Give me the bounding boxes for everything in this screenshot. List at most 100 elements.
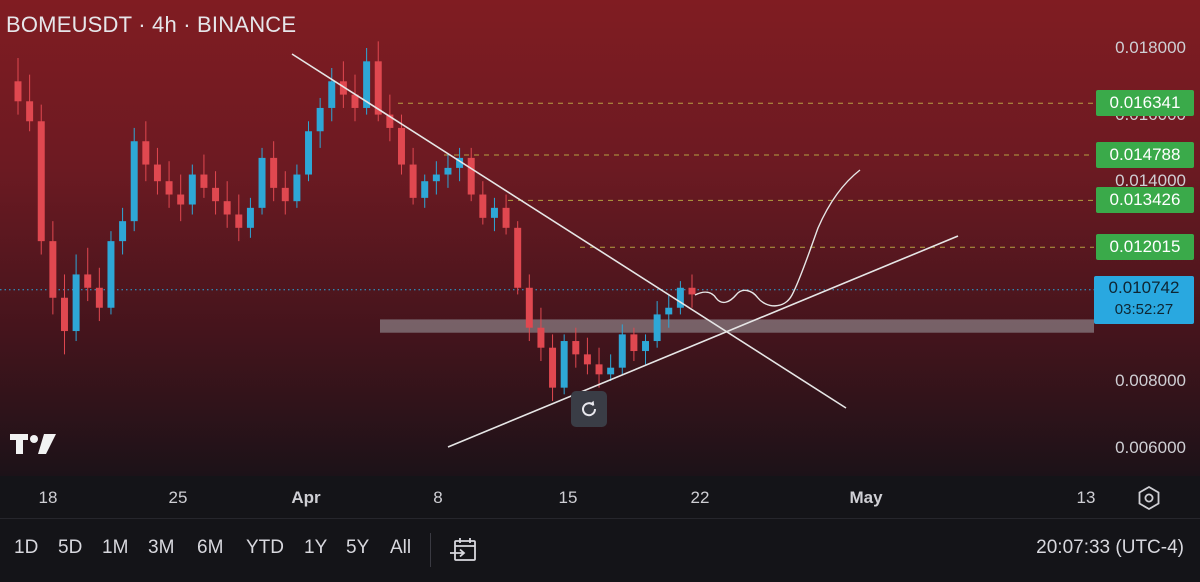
settings-hexagon-icon[interactable] [1136, 485, 1162, 511]
candle[interactable] [281, 171, 289, 215]
candle[interactable] [595, 347, 603, 388]
candle[interactable] [432, 161, 440, 195]
candle[interactable] [37, 104, 45, 255]
candle-body [130, 141, 138, 222]
candle[interactable] [363, 48, 371, 115]
candle[interactable] [630, 327, 638, 362]
candle[interactable] [339, 61, 347, 108]
clock-readout[interactable]: 20:07:33 (UTC-4) [1036, 537, 1184, 558]
candle[interactable] [258, 147, 266, 215]
range-button-3m[interactable]: 3M [148, 537, 175, 558]
candle[interactable] [223, 181, 231, 228]
candle[interactable] [467, 147, 475, 202]
candle[interactable] [351, 74, 359, 122]
candle-body [386, 114, 394, 128]
candle[interactable] [153, 147, 161, 195]
range-button-1d[interactable]: 1D [14, 537, 39, 558]
candle-body [467, 157, 475, 195]
candle[interactable] [665, 294, 673, 328]
candle[interactable] [490, 197, 498, 232]
candle[interactable] [26, 74, 34, 132]
time-axis[interactable]: 18 25 Apr 8 15 22 May 13 [0, 476, 1200, 518]
candle[interactable] [676, 281, 684, 315]
range-button-1m[interactable]: 1M [102, 537, 129, 558]
candle[interactable] [316, 97, 324, 148]
candle[interactable] [456, 147, 464, 182]
range-button-1y[interactable]: 1Y [304, 537, 328, 558]
candle[interactable] [525, 274, 533, 342]
current-price-tag: 0.010742 03:52:27 [1094, 276, 1194, 324]
candle[interactable] [514, 221, 522, 295]
chart-area[interactable]: BOMEUSDT · 4h · BINANCE 0.0180000.016000… [0, 0, 1200, 476]
candle[interactable] [14, 57, 22, 115]
candle[interactable] [328, 67, 336, 122]
candle[interactable] [607, 354, 615, 381]
candle[interactable] [130, 127, 138, 232]
x-tick-label: 25 [168, 488, 188, 507]
candle[interactable] [444, 154, 452, 188]
candle[interactable] [270, 141, 278, 202]
candle-body [421, 181, 429, 198]
candle-body [595, 364, 603, 375]
candle[interactable] [188, 164, 196, 215]
candle[interactable] [72, 254, 80, 342]
candle[interactable] [165, 161, 173, 208]
candle-body [688, 287, 696, 295]
range-button-5y[interactable]: 5Y [346, 537, 370, 558]
candle[interactable] [653, 301, 661, 348]
candle-body [514, 227, 522, 288]
descending-trendline[interactable] [291, 53, 847, 409]
symbol-title[interactable]: BOMEUSDT · 4h · BINANCE [6, 12, 297, 37]
candle[interactable] [618, 324, 626, 375]
candle-body [37, 121, 45, 242]
candle-body [397, 127, 405, 165]
candle[interactable] [421, 174, 429, 208]
candle[interactable] [537, 307, 545, 362]
y-tick-label: 0.014000 [1115, 171, 1186, 191]
candle[interactable] [95, 267, 103, 322]
candle[interactable] [212, 171, 220, 215]
candle[interactable] [479, 181, 487, 225]
candle-body [479, 194, 487, 218]
candle[interactable] [60, 274, 68, 355]
candle[interactable] [409, 147, 417, 205]
candle[interactable] [119, 207, 127, 255]
projection-path[interactable] [694, 169, 861, 307]
candle[interactable] [235, 194, 243, 242]
candle[interactable] [642, 334, 650, 365]
price-chart[interactable] [0, 0, 1200, 476]
candle[interactable] [374, 41, 382, 122]
tradingview-logo-icon[interactable] [10, 430, 58, 456]
candle[interactable] [572, 327, 580, 368]
reset-chart-button[interactable] [571, 391, 607, 427]
candle-body [281, 187, 289, 202]
range-button-ytd[interactable]: YTD [246, 537, 284, 558]
ascending-trendline[interactable] [447, 235, 959, 448]
candle[interactable] [49, 221, 57, 315]
x-tick-label: 22 [690, 488, 710, 507]
calendar-range-icon[interactable] [450, 535, 480, 565]
candle-body [200, 174, 208, 188]
candle-body [188, 174, 196, 205]
range-button-5d[interactable]: 5D [58, 537, 83, 558]
candle-body [537, 327, 545, 348]
candle[interactable] [246, 197, 254, 238]
range-button-all[interactable]: All [390, 537, 412, 558]
candle[interactable] [305, 121, 313, 182]
candle[interactable] [107, 231, 115, 315]
candle[interactable] [177, 174, 185, 222]
candle[interactable] [688, 274, 696, 308]
candle[interactable] [583, 337, 591, 375]
candle-body [432, 174, 440, 182]
candle[interactable] [142, 121, 150, 182]
candle-body [246, 207, 254, 228]
candle[interactable] [84, 247, 92, 302]
candle[interactable] [386, 94, 394, 142]
candle[interactable] [560, 334, 568, 395]
range-button-6m[interactable]: 6M [197, 537, 224, 558]
candle[interactable] [502, 194, 510, 235]
candle-body [456, 157, 464, 168]
candle[interactable] [200, 154, 208, 198]
candle[interactable] [549, 334, 557, 401]
candle[interactable] [293, 164, 301, 208]
